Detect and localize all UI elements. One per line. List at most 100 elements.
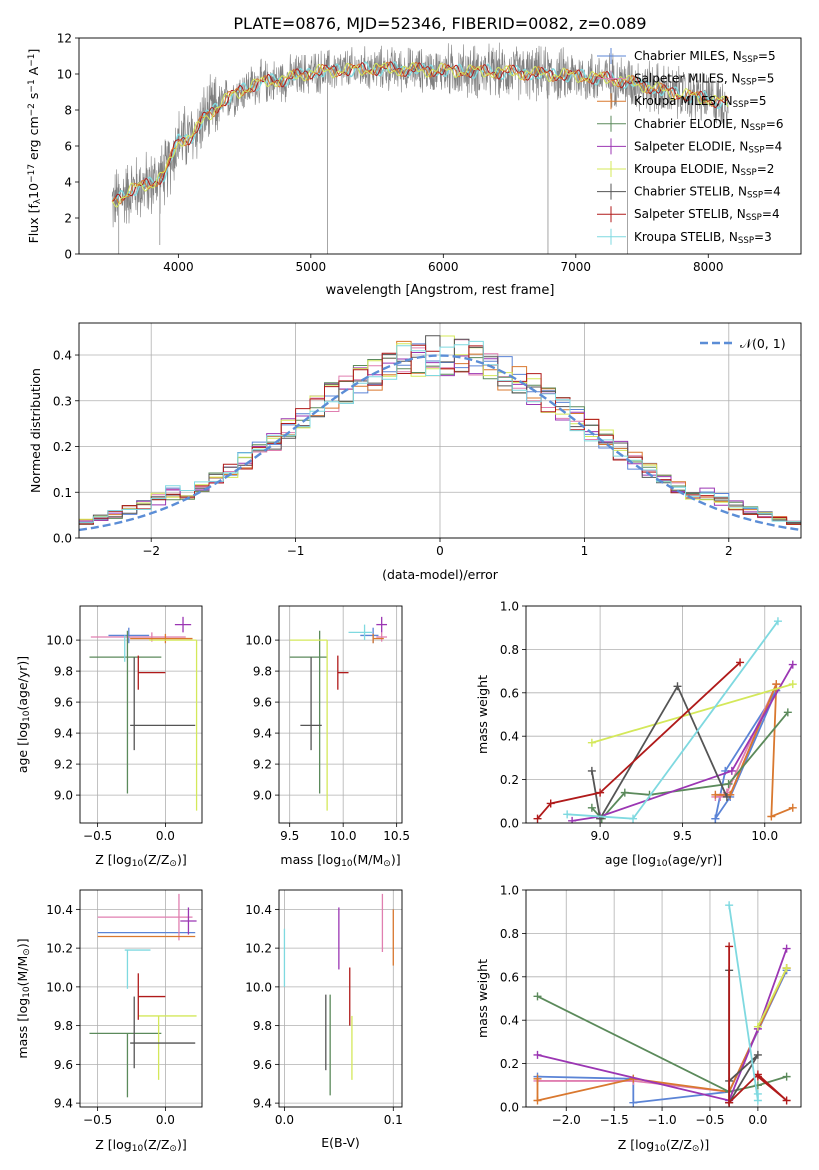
legend-label: Kroupa ELODIE, NSSP=2 (634, 162, 774, 178)
y-tick-label: 12 (57, 32, 72, 46)
plot-area (89, 893, 197, 1098)
y-tick-label: 4 (64, 176, 72, 190)
y-tick-label: 0.6 (500, 686, 519, 700)
series-marker (773, 617, 782, 626)
y-tick-label: 9.8 (54, 1019, 73, 1033)
x-tick-label: 1 (581, 544, 589, 558)
plot-area (79, 335, 801, 532)
y-tick-label: 10.0 (245, 980, 272, 994)
x-axis-label: (data-model)/error (382, 567, 499, 582)
plot-area (89, 616, 198, 811)
x-tick-label: 10.0 (330, 829, 357, 843)
x-tick-label: 0 (436, 544, 444, 558)
model-spectrum (111, 61, 729, 201)
series-marker (629, 814, 638, 823)
series-marker (788, 660, 797, 669)
series-marker (629, 1098, 638, 1107)
y-tick-label: 0.0 (53, 532, 72, 546)
x-axis-label: Z [log10(Z/Z⊙)] (95, 852, 186, 869)
series-marker (673, 682, 682, 691)
series-marker (587, 738, 596, 747)
x-tick-label: 5000 (296, 260, 327, 274)
y-tick-label: 10 (57, 68, 72, 82)
y-tick-label: 10.4 (46, 903, 73, 917)
axes-frame (278, 605, 403, 824)
y-tick-label: 10.0 (245, 634, 272, 648)
legend-label: 𝒩(0, 1) (740, 336, 786, 351)
x-axis-label: Z [log10(Z/Z⊙)] (618, 1137, 709, 1154)
y-tick-label: 0.8 (500, 927, 519, 941)
y-tick-label: 9.0 (54, 789, 73, 803)
x-tick-label: 10.5 (383, 829, 410, 843)
legend-label: Salpeter MILES, NSSP=5 (634, 72, 774, 88)
y-tick-label: 9.4 (253, 727, 272, 741)
series-marker (711, 790, 720, 799)
series-marker (596, 788, 605, 797)
y-tick-label: 10.0 (46, 980, 73, 994)
series-marker (736, 658, 745, 667)
y-tick-label: 9.8 (253, 665, 272, 679)
axes-frame (78, 37, 802, 255)
series-marker (711, 814, 720, 823)
series-marker (725, 1098, 734, 1107)
legend-label: Chabrier MILES, NSSP=5 (634, 49, 776, 65)
series-marker (724, 779, 733, 788)
x-tick-label: −2.0 (552, 1113, 581, 1127)
series-line (590, 684, 728, 822)
y-tick-label: 2 (64, 212, 72, 226)
y-tick-label: 0.2 (53, 440, 72, 454)
series-marker (727, 766, 736, 775)
x-tick-label: −2 (142, 544, 160, 558)
series-marker (782, 964, 791, 973)
weight-vs-metallicity-panel: −2.0 −1.5 −1.0 −0.5 0.0 0.0 0.2 0.4 0.6 0.8 1.0 Z [… (475, 884, 802, 1154)
series-marker (772, 680, 781, 689)
y-tick-label: 0.4 (53, 349, 72, 363)
x-tick-label: 9.5 (280, 829, 299, 843)
y-tick-label: 10.2 (245, 942, 272, 956)
plot-area (533, 901, 791, 1107)
spectrum-panel: 4000 5000 6000 7000 8000 0 2 4 6 8 10 12 wavelength … (26, 32, 802, 298)
y-tick-label: 9.0 (253, 789, 272, 803)
y-tick-label: 0.6 (500, 970, 519, 984)
x-tick-label: 6000 (428, 260, 459, 274)
residual-histogram (79, 335, 801, 524)
y-tick-label: 9.6 (253, 1058, 272, 1072)
series-marker (782, 944, 791, 953)
series-marker (568, 816, 577, 823)
x-tick-label: 7000 (561, 260, 592, 274)
x-tick-label: 9.5 (673, 829, 692, 843)
x-tick-label: 0.0 (748, 1113, 767, 1127)
axes-frame (79, 605, 203, 824)
y-tick-label: 0.0 (500, 1101, 519, 1115)
y-tick-label: 9.6 (54, 1058, 73, 1072)
y-tick-label: 9.4 (54, 1097, 73, 1111)
y-tick-label: 10.4 (245, 903, 272, 917)
x-tick-label: 8000 (693, 260, 724, 274)
model-spectrum (111, 62, 729, 208)
x-tick-label: 0.0 (156, 1113, 175, 1127)
figure-title: PLATE=0876, MJD=52346, FIBERID=0082, z=0… (233, 14, 646, 33)
y-tick-label: 0.1 (53, 486, 72, 500)
y-tick-label: 0.0 (500, 817, 519, 831)
x-axis-label: Z [log10(Z/Z⊙)] (95, 1137, 186, 1154)
axes-frame (78, 322, 802, 539)
x-tick-label: −0.5 (695, 1113, 724, 1127)
x-tick-label: −1.5 (600, 1113, 629, 1127)
series-marker (587, 766, 596, 775)
series-line (536, 661, 741, 820)
y-tick-label: 9.8 (54, 665, 73, 679)
series-marker (563, 810, 572, 819)
series-marker (722, 792, 731, 801)
x-axis-label: wavelength [Angstrom, rest frame] (326, 283, 555, 298)
y-tick-label: 1.0 (500, 884, 519, 898)
series-marker (533, 1050, 542, 1059)
y-tick-label: 0.8 (500, 643, 519, 657)
legend-label: Salpeter ELODIE, NSSP=4 (634, 139, 782, 155)
series-line (537, 948, 788, 1102)
x-tick-label: 0.0 (275, 1113, 294, 1127)
y-tick-label: 1.0 (500, 600, 519, 614)
x-tick-label: 2 (725, 544, 733, 558)
y-axis-label: Flux [fλ10−17 erg cm−2 s−1 A−1] (26, 49, 43, 244)
residual-histogram (79, 340, 801, 523)
y-tick-label: 9.4 (253, 1097, 272, 1111)
